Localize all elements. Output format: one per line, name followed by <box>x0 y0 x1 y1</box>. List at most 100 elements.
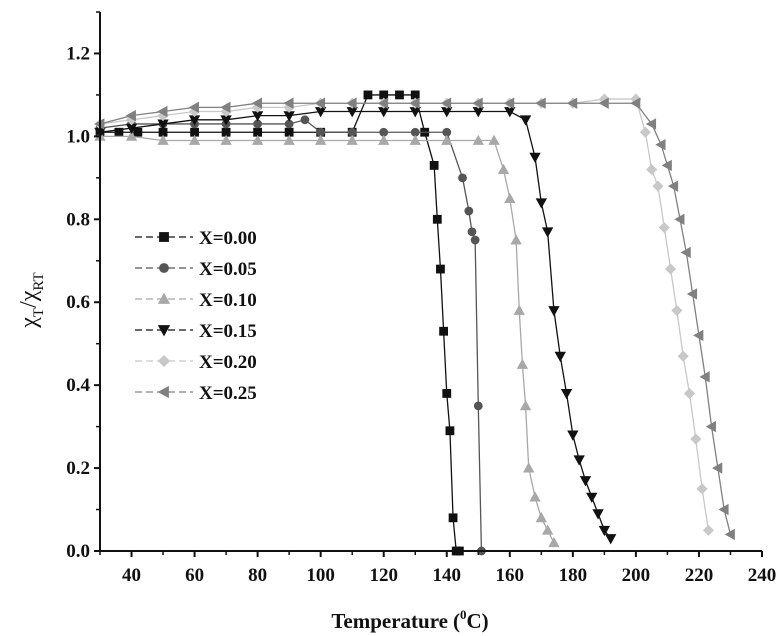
triangle-left-marker <box>220 101 231 114</box>
triangle-left-marker <box>567 97 578 109</box>
triangle-left-marker <box>680 246 691 259</box>
circle-marker <box>473 401 483 411</box>
diamond-marker <box>702 524 714 536</box>
y-tick-label: 0.0 <box>66 541 90 562</box>
diamond-marker <box>671 304 683 317</box>
triangle-down-marker <box>592 509 604 520</box>
series-5 <box>94 97 735 541</box>
legend-item: X=0.00 <box>135 228 257 249</box>
circle-marker <box>470 235 480 245</box>
triangle-left-marker <box>693 329 704 342</box>
legend-label: X=0.15 <box>199 321 257 342</box>
y-axis-chi-2: χ <box>16 290 42 302</box>
triangle-down-marker <box>157 325 171 337</box>
triangle-down-marker <box>579 476 592 487</box>
triangle-up-marker <box>441 134 453 145</box>
triangle-left-marker <box>440 97 452 109</box>
triangle-down-marker <box>519 115 532 126</box>
x-axis-title: Temperature (0C) <box>331 607 488 633</box>
series-line <box>99 110 612 539</box>
circle-marker <box>300 115 310 125</box>
triangle-up-marker <box>157 134 169 145</box>
triangle-left-marker <box>346 97 357 109</box>
triangle-down-marker <box>560 389 573 400</box>
square-marker <box>442 389 452 398</box>
triangle-up-marker <box>541 524 554 535</box>
triangle-up-marker <box>497 163 510 174</box>
diamond-marker <box>665 263 677 275</box>
circle-marker <box>467 227 477 237</box>
y-axis-chi-1: χ <box>16 317 42 329</box>
triangle-down-marker <box>598 525 611 537</box>
triangle-down-marker <box>548 306 560 317</box>
square-marker <box>436 264 445 274</box>
y-axis-sub-2: RT <box>31 272 47 290</box>
legend-item: X=0.15 <box>135 321 257 342</box>
triangle-up-marker <box>504 192 516 203</box>
x-tick-label: 240 <box>748 565 777 586</box>
triangle-up-marker <box>510 234 522 245</box>
y-axis-title: χT/χRT <box>16 272 47 328</box>
y-tick-label: 0.6 <box>66 292 90 313</box>
triangle-left-marker <box>314 97 326 109</box>
circle-marker <box>458 173 467 183</box>
triangle-up-marker <box>409 134 421 145</box>
legend: X=0.00 X=0.05 X=0.10 X=0.15 X=0.20 X=0.25 <box>135 228 257 404</box>
square-marker <box>429 161 439 170</box>
triangle-up-marker <box>125 130 138 141</box>
plot-background <box>100 12 762 551</box>
triangle-up-marker <box>488 134 500 145</box>
diamond-marker <box>690 433 702 445</box>
square-marker <box>439 326 449 336</box>
diamond-marker <box>646 163 658 176</box>
x-tick-label: 220 <box>685 565 714 586</box>
triangle-up-marker <box>378 134 390 145</box>
triangle-left-marker <box>188 101 199 114</box>
triangle-down-marker <box>605 534 617 545</box>
x-tick-label: 60 <box>185 565 204 586</box>
triangle-left-marker <box>674 213 685 225</box>
square-marker <box>159 232 169 242</box>
triangle-left-marker <box>645 118 657 130</box>
circle-marker <box>159 263 169 273</box>
diamond-marker <box>696 483 708 495</box>
triangle-down-marker <box>586 492 598 503</box>
diamond-marker <box>658 222 670 234</box>
square-marker <box>133 127 143 137</box>
triangle-up-marker <box>535 512 548 523</box>
triangle-left-marker <box>535 97 546 109</box>
legend-item: X=0.05 <box>135 259 257 280</box>
y-axis-slash: / <box>16 301 42 308</box>
triangle-left-marker <box>472 97 483 109</box>
triangle-left-marker <box>157 105 168 118</box>
triangle-up-marker <box>188 134 201 145</box>
series-line <box>100 94 460 552</box>
circle-marker <box>464 206 474 216</box>
x-tick-label: 120 <box>369 565 398 586</box>
y-tick-label: 1.2 <box>66 43 90 64</box>
triangle-left-marker <box>655 138 666 151</box>
triangle-up-marker <box>157 292 171 304</box>
diamond-marker <box>683 387 696 400</box>
legend-label: X=0.10 <box>199 290 257 311</box>
triangle-up-marker <box>523 462 535 473</box>
x-tick-label: 80 <box>248 565 267 586</box>
triangle-up-marker <box>519 400 532 411</box>
legend-item: X=0.10 <box>135 290 257 311</box>
x-tick-label: 160 <box>496 565 525 586</box>
square-marker <box>363 90 373 100</box>
x-axis-title-text: Temperature <box>331 609 448 633</box>
legend-label: X=0.20 <box>199 352 257 373</box>
x-axis-unit-close: C) <box>466 609 488 633</box>
triangle-up-marker <box>346 134 358 145</box>
diamond-marker <box>157 354 171 368</box>
x-axis-unit-superscript: 0 <box>460 607 467 622</box>
triangle-up-marker <box>251 134 264 145</box>
diamond-marker <box>652 180 664 192</box>
diamond-marker <box>639 126 651 138</box>
x-tick-label: 200 <box>622 565 651 586</box>
triangle-down-marker <box>529 152 541 163</box>
triangle-up-marker <box>314 134 327 145</box>
triangle-up-marker <box>283 134 295 145</box>
